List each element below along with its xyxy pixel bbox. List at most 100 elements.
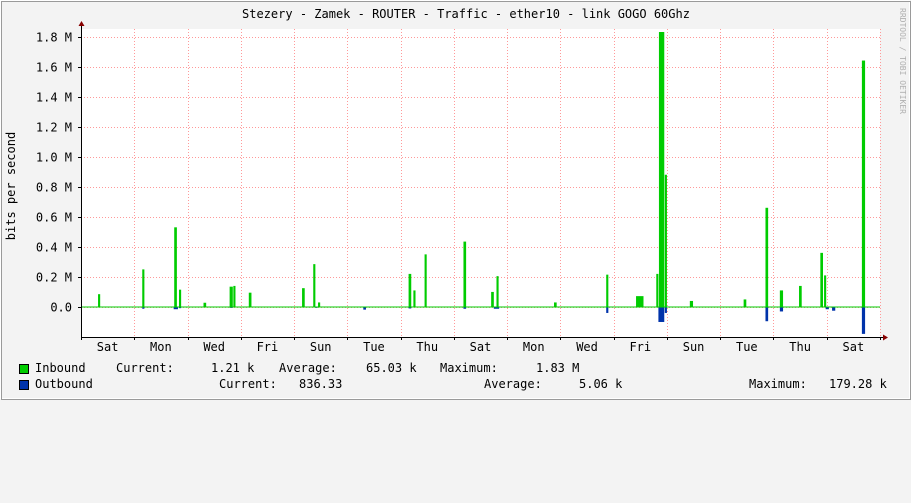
y-tick-label: 0.8 M: [36, 181, 72, 195]
outbound-swatch: [19, 380, 29, 390]
outbound-area: [606, 306, 609, 313]
outbound-area: [173, 306, 178, 310]
x-tick-label: Sat: [843, 340, 865, 354]
tick-labels: 0.0 0.2 M 0.4 M 0.6 M 0.8 M 1.0 M 1.2 M 1.4 M 1.…: [36, 31, 864, 355]
outbound-area: [779, 306, 784, 312]
inbound-area: [820, 252, 824, 307]
inbound-area: [765, 207, 769, 307]
inbound-area: [656, 273, 659, 307]
outbound-area: [463, 306, 467, 309]
x-tick-label: Tue: [736, 340, 758, 354]
outbound-current-label: Current:: [219, 377, 277, 391]
legend-inbound: Inbound Current: 1.21 k Average: 65.03 k…: [0, 361, 579, 375]
outbound-area: [664, 306, 667, 313]
x-tick-label: Wed: [203, 340, 225, 354]
inbound-current-label: Current:: [116, 361, 174, 375]
inbound-area: [779, 290, 784, 307]
inbound-area: [491, 291, 494, 307]
x-tick-label: Thu: [416, 340, 438, 354]
x-tick-label: Mon: [523, 340, 545, 354]
traffic-chart: 0.0 0.2 M 0.4 M 0.6 M 0.8 M 1.0 M 1.2 M 1.4 M 1.…: [0, 0, 911, 400]
y-axis-label: bits per second: [4, 132, 18, 240]
canvas-frame-light: [0, 0, 910, 399]
outbound-current-value: 836.33: [299, 377, 343, 391]
y-tick-label: 0.4 M: [36, 241, 72, 255]
inbound-maximum-label: Maximum:: [440, 361, 498, 375]
outbound-area: [179, 306, 182, 309]
inbound-area: [302, 288, 305, 307]
y-tick-label: 1.4 M: [36, 91, 72, 105]
y-tick-label: 0.2 M: [36, 271, 72, 285]
inbound-swatch: [19, 364, 29, 374]
rrdtool-watermark: RRDTOOL / TOBI OETIKER: [898, 8, 907, 114]
y-tick-label: 1.0 M: [36, 151, 72, 165]
x-tick-label: Fri: [257, 340, 279, 354]
inbound-area: [229, 286, 233, 307]
x-tick-label: Fri: [629, 340, 651, 354]
outbound-area: [765, 306, 769, 322]
inbound-area: [233, 285, 236, 307]
outbound-area: [493, 306, 500, 309]
inbound-area: [799, 285, 802, 307]
x-tick-label: Sun: [310, 340, 332, 354]
inbound-area: [424, 254, 427, 307]
outbound-maximum-label: Maximum:: [749, 377, 807, 391]
y-tick-label: 1.6 M: [36, 61, 72, 75]
inbound-area: [636, 296, 644, 307]
inbound-label: Inbound: [35, 361, 86, 375]
inbound-area: [689, 300, 694, 307]
outbound-area: [861, 306, 866, 334]
x-tick-label: Sat: [97, 340, 119, 354]
inbound-area: [142, 269, 145, 307]
inbound-average-label: Average:: [279, 361, 337, 375]
inbound-area: [248, 292, 252, 307]
y-tick-label: 1.8 M: [36, 31, 72, 45]
y-tick-label: 0.6 M: [36, 211, 72, 225]
inbound-area: [98, 294, 101, 307]
inbound-area: [463, 241, 467, 307]
y-axis-arrow: [78, 21, 85, 26]
axes: [78, 21, 888, 341]
plot-area: [81, 29, 880, 337]
inbound-maximum-value: 1.83 M: [536, 361, 580, 375]
outbound-area: [658, 306, 665, 322]
x-tick-label: Tue: [363, 340, 385, 354]
chart-title: Stezery - Zamek - ROUTER - Traffic - eth…: [242, 7, 690, 21]
outbound-area: [142, 306, 145, 309]
x-tick-label: Wed: [576, 340, 598, 354]
inbound-area: [174, 227, 177, 307]
outbound-area: [408, 306, 412, 309]
outbound-area: [363, 306, 366, 310]
grid: [81, 29, 881, 337]
outbound-maximum-value: 179.28 k: [829, 377, 887, 391]
inbound-area: [861, 60, 866, 307]
inbound-area: [743, 299, 747, 307]
y-tick-label: 0.0: [50, 301, 72, 315]
inbound-area: [606, 274, 609, 307]
inbound-current-value: 1.21 k: [211, 361, 255, 375]
inbound-area: [179, 289, 182, 307]
inbound-area: [658, 32, 665, 307]
inbound-average-value: 65.03 k: [366, 361, 417, 375]
outbound-average-label: Average:: [484, 377, 542, 391]
inbound-area: [203, 302, 207, 307]
outbound-average-value: 5.06 k: [579, 377, 623, 391]
x-axis-arrow: [883, 334, 888, 341]
x-tick-label: Sat: [470, 340, 492, 354]
outbound-area: [832, 306, 836, 311]
inbound-area: [496, 276, 499, 307]
y-tick-label: 1.2 M: [36, 121, 72, 135]
outbound-area: [825, 306, 829, 310]
inbound-area: [408, 273, 412, 307]
inbound-area: [824, 275, 827, 307]
outbound-label: Outbound: [35, 377, 93, 391]
x-tick-label: Sun: [683, 340, 705, 354]
inbound-area: [318, 302, 321, 307]
x-tick-label: Mon: [150, 340, 172, 354]
x-tick-label: Thu: [789, 340, 811, 354]
legend-outbound: Outbound Current: 836.33 Average: 5.06 k…: [0, 377, 887, 391]
inbound-area: [313, 264, 316, 307]
inbound-area: [664, 174, 667, 307]
inbound-area: [413, 290, 416, 307]
inbound-area: [554, 302, 557, 307]
